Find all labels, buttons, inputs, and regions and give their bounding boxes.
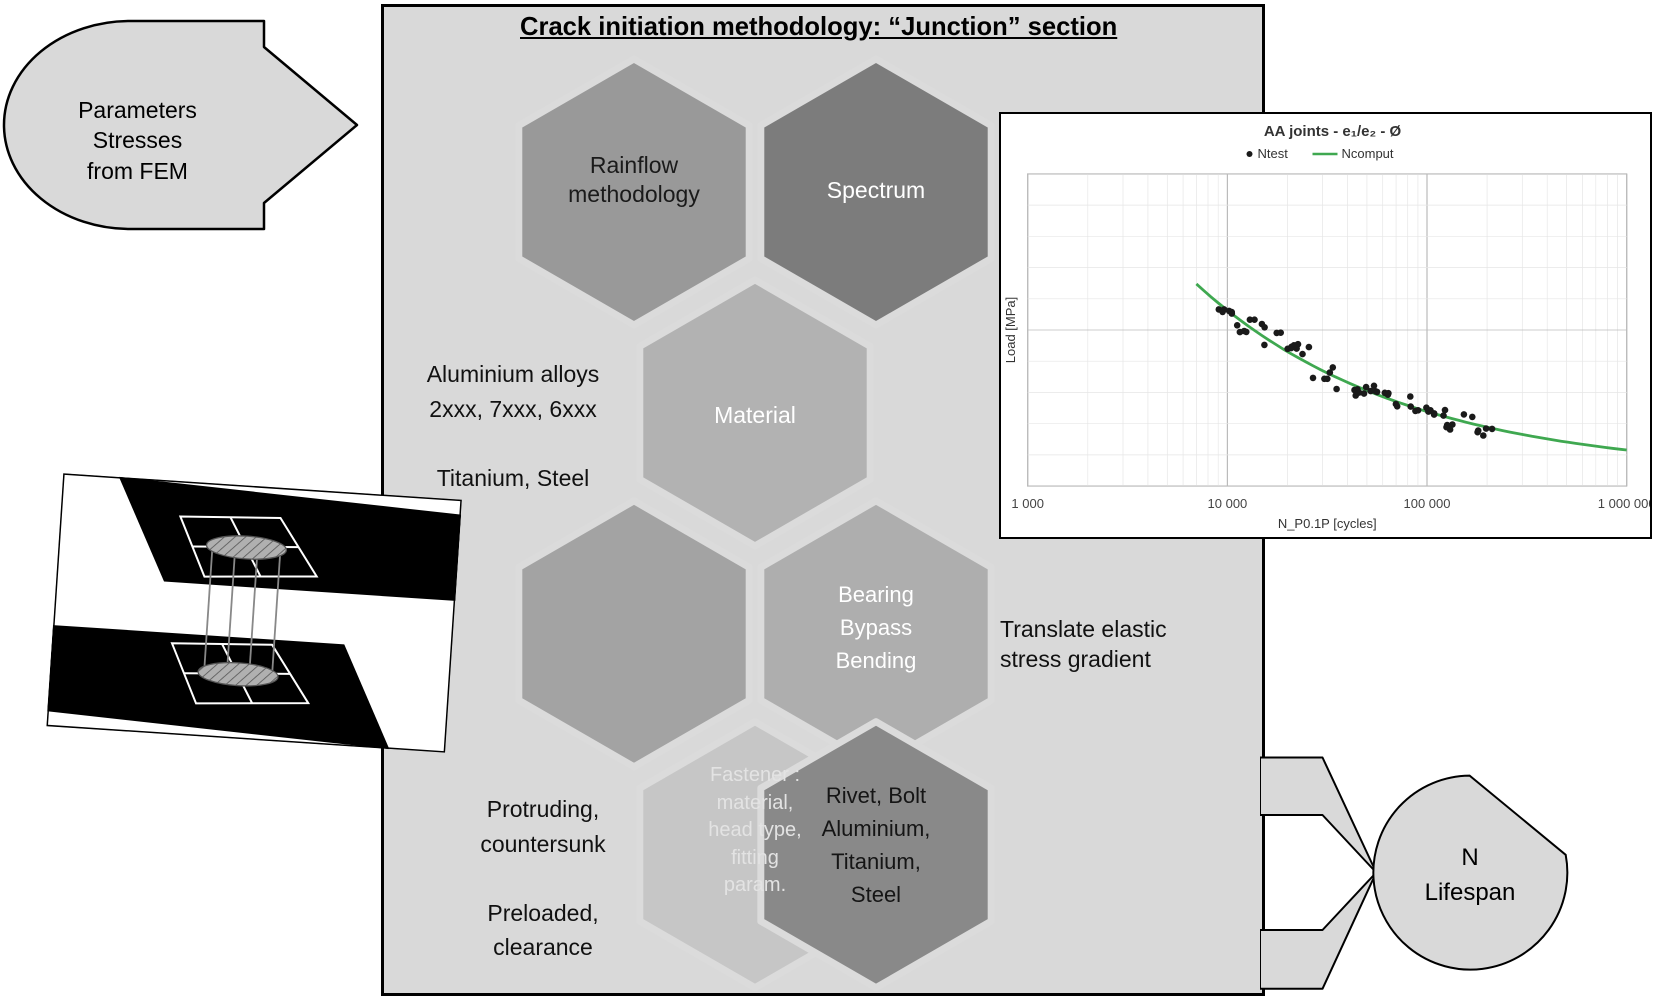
- svg-text:Lifespan: Lifespan: [1425, 879, 1516, 906]
- svg-text:N_P0.1P [cycles]: N_P0.1P [cycles]: [1278, 516, 1377, 531]
- svg-text:1 000: 1 000: [1011, 496, 1044, 511]
- svg-text:N: N: [1461, 844, 1478, 871]
- svg-text:10 000: 10 000: [1208, 496, 1248, 511]
- svg-text:1 000 000: 1 000 000: [1598, 496, 1652, 511]
- svg-text:Ncomput: Ncomput: [1342, 146, 1394, 161]
- svg-text:Ntest: Ntest: [1258, 146, 1289, 161]
- svg-text:100 000: 100 000: [1404, 496, 1451, 511]
- svg-text:Load [MPa]: Load [MPa]: [1003, 297, 1018, 364]
- svg-text:AA joints - e₁/e₂ - Ø: AA joints - e₁/e₂ - Ø: [1264, 123, 1402, 140]
